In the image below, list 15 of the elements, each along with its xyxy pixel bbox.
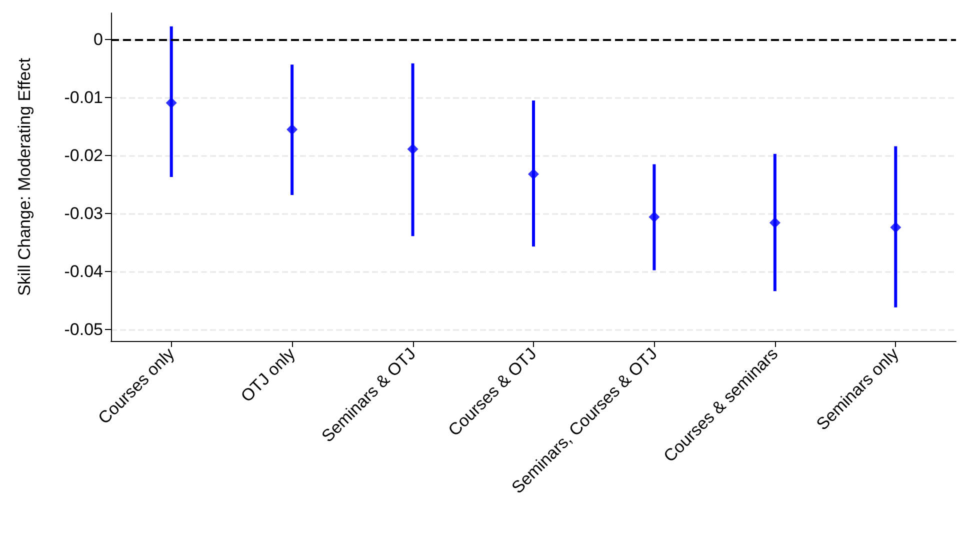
y-tick-label: -0.04 — [64, 262, 103, 281]
point — [286, 124, 298, 135]
y-tick-label: -0.05 — [64, 320, 103, 339]
y-tick-label: 0 — [94, 30, 103, 50]
y-tick-label: -0.02 — [64, 146, 103, 166]
point — [890, 222, 902, 233]
point — [648, 211, 660, 222]
y-tick-label: -0.03 — [64, 204, 103, 224]
point — [166, 97, 177, 108]
point — [528, 168, 539, 180]
point — [769, 217, 780, 228]
y-axis-title: Skill Change: Moderating Effect — [15, 58, 34, 296]
y-tick-label: -0.01 — [64, 88, 103, 108]
point — [407, 144, 418, 155]
x-tick-label: OTJ only — [237, 344, 300, 406]
